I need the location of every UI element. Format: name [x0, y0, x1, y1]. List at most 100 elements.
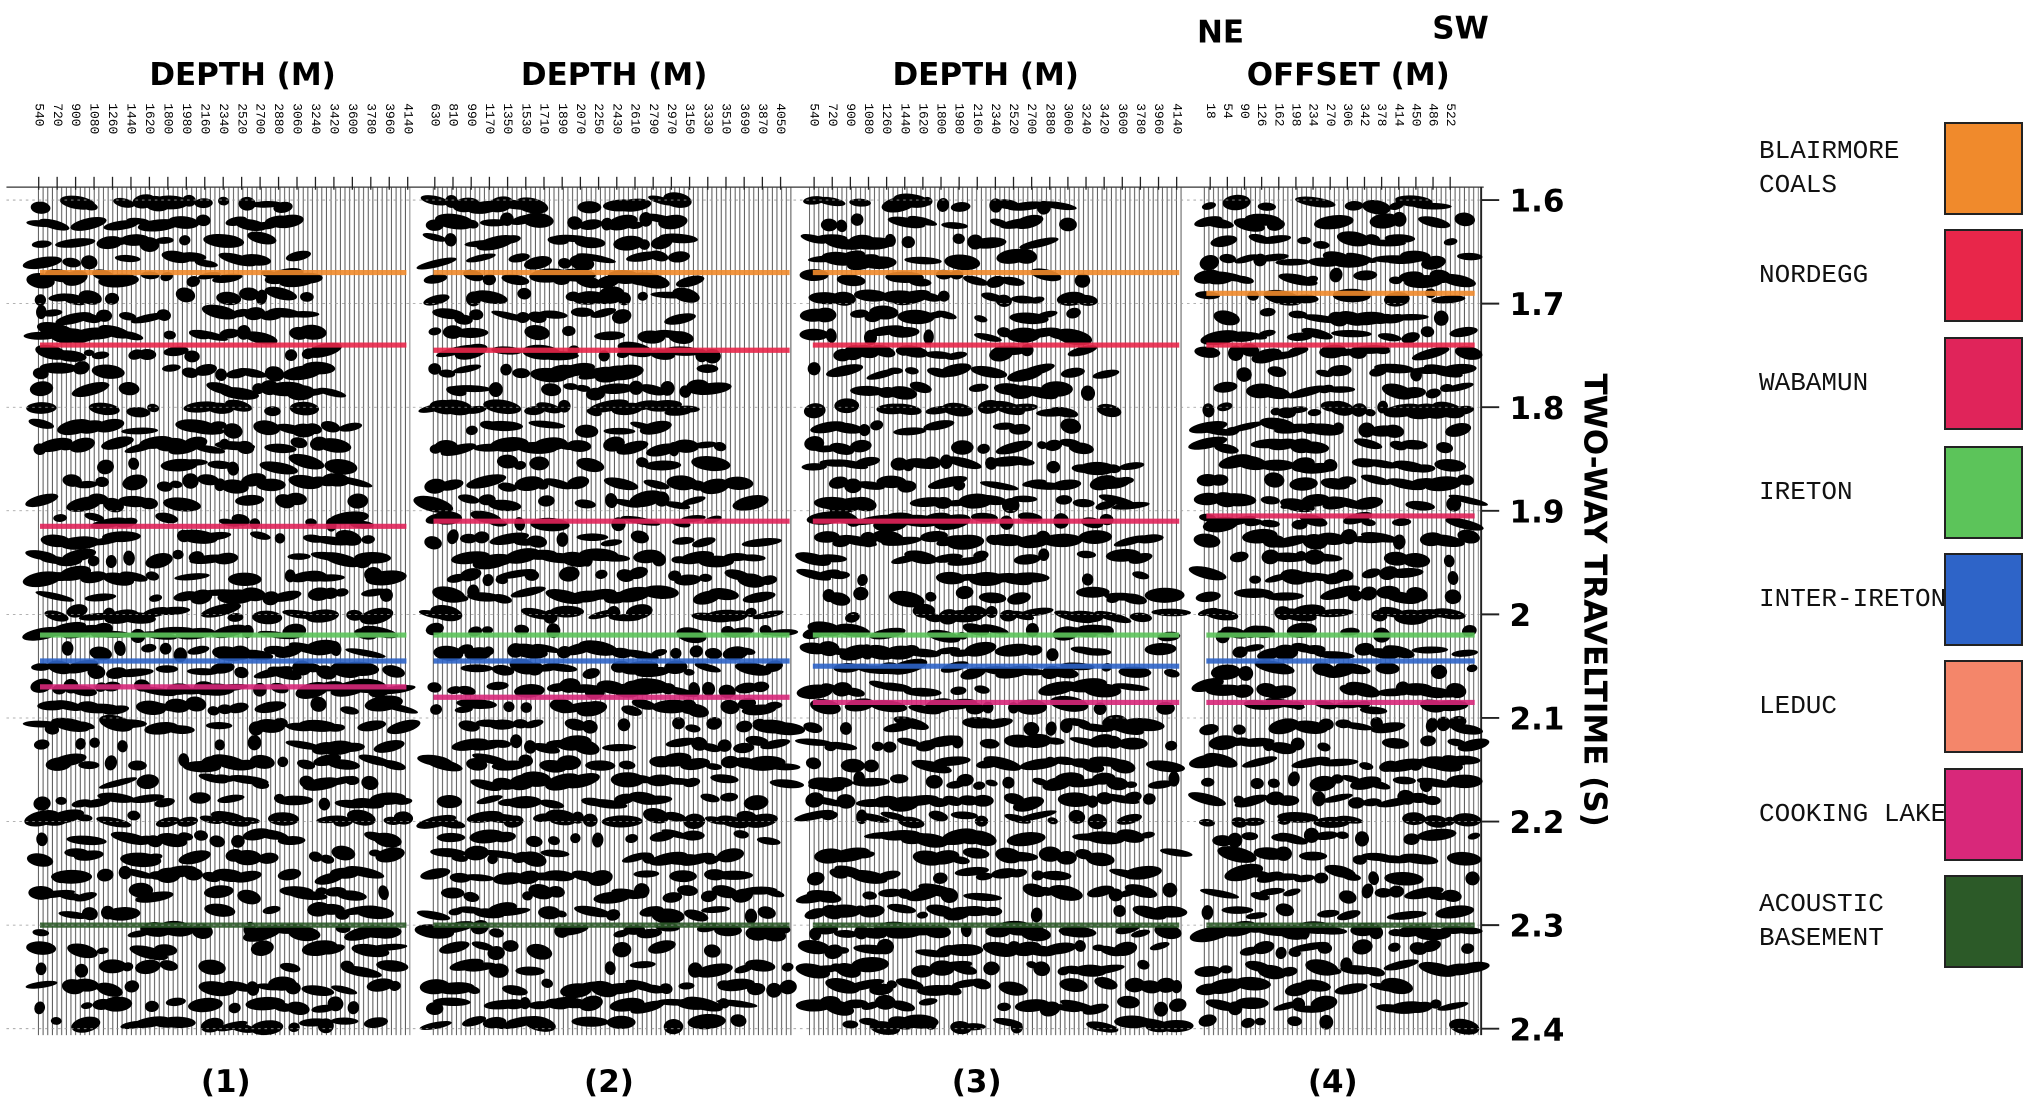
wiggle — [1304, 275, 1319, 284]
wiggle — [524, 256, 552, 270]
wiggle — [695, 963, 733, 978]
wiggle — [972, 794, 994, 807]
wiggle — [201, 304, 238, 320]
wiggle — [678, 982, 695, 990]
wiggle — [101, 531, 141, 543]
wiggle — [888, 590, 925, 608]
x-tick-label: 1440 — [897, 103, 912, 134]
wiggle — [799, 328, 829, 341]
wiggle — [247, 231, 277, 245]
wiggle — [498, 482, 517, 492]
wiggle — [354, 551, 392, 564]
wiggle — [1048, 885, 1083, 901]
wiggle — [1381, 737, 1410, 749]
wiggle — [288, 1022, 300, 1033]
wiggle — [88, 493, 109, 505]
x-tick-label: 810 — [446, 103, 461, 126]
wiggle — [1399, 853, 1439, 865]
wiggle — [1202, 403, 1215, 418]
wiggle — [637, 795, 673, 805]
wiggle — [98, 777, 138, 789]
wiggle — [207, 460, 233, 469]
wiggle — [1006, 832, 1046, 847]
wiggle — [1386, 910, 1427, 920]
wiggle — [465, 985, 481, 995]
wiggle — [616, 440, 649, 455]
wiggle — [81, 1002, 93, 1010]
y-tick-label: 2.3 — [1510, 909, 1565, 945]
wiggle — [1233, 976, 1271, 991]
wiggle — [1416, 777, 1454, 788]
wiggle — [781, 962, 794, 972]
wiggle — [578, 640, 618, 656]
wiggle — [186, 276, 201, 288]
wiggle — [277, 836, 306, 846]
wiggle — [174, 573, 210, 581]
wiggle — [1010, 572, 1050, 583]
wiggle — [119, 312, 137, 321]
wiggle — [925, 591, 937, 602]
wiggle — [1369, 925, 1384, 940]
wiggle — [196, 214, 211, 227]
wiggle — [700, 890, 717, 903]
wiggle — [807, 871, 825, 886]
wiggle — [1466, 664, 1478, 673]
wiggle — [1336, 231, 1371, 247]
wiggle — [543, 870, 576, 882]
wiggle — [297, 759, 316, 770]
wiggle — [271, 214, 304, 229]
wiggle — [1399, 387, 1426, 399]
wiggle — [413, 495, 454, 514]
wiggle — [903, 687, 942, 697]
wiggle — [664, 660, 688, 675]
wiggle — [145, 853, 163, 861]
wiggle — [1467, 832, 1481, 840]
wiggle — [983, 906, 1003, 917]
wiggle — [1431, 295, 1466, 304]
wiggle — [599, 982, 639, 995]
wiggle — [381, 702, 418, 714]
wiggle — [33, 796, 51, 811]
wiggle — [386, 719, 421, 735]
wiggle — [46, 809, 85, 825]
wiggle — [1265, 592, 1304, 601]
wiggle — [884, 233, 896, 247]
wiggle — [528, 420, 566, 429]
wiggle — [1067, 610, 1104, 623]
wiggle — [1364, 966, 1385, 977]
wiggle — [880, 811, 906, 821]
wiggle — [850, 213, 864, 226]
wiggle — [96, 982, 123, 997]
wiggle — [1029, 296, 1045, 304]
wiggle — [1346, 252, 1377, 264]
wiggle — [756, 837, 781, 846]
wiggle — [1423, 795, 1441, 806]
x-tick-label: 720 — [50, 103, 65, 126]
wiggle — [706, 717, 722, 730]
wiggle — [737, 573, 766, 588]
wiggle — [103, 220, 139, 231]
wiggle — [243, 331, 278, 345]
x-tick-label: 54 — [1220, 103, 1235, 119]
wiggle — [979, 738, 1000, 749]
wiggle — [98, 959, 127, 974]
wiggle — [470, 779, 502, 792]
wiggle — [651, 648, 668, 657]
wiggle — [1313, 831, 1339, 840]
wiggle — [1241, 1017, 1255, 1028]
wiggle — [1038, 681, 1077, 696]
wiggle — [1198, 1014, 1217, 1027]
wiggle — [1352, 496, 1384, 510]
wiggle — [1057, 792, 1093, 808]
wiggle — [227, 572, 262, 587]
wiggle — [341, 965, 382, 978]
wiggle — [685, 724, 701, 733]
wiggle — [451, 854, 468, 862]
wiggle — [1421, 255, 1446, 270]
wiggle — [763, 888, 785, 898]
wiggle — [1242, 644, 1265, 652]
y-tick-label: 2.2 — [1510, 805, 1565, 841]
x-tick-label: 3600 — [1115, 103, 1130, 134]
wiggle — [951, 440, 974, 455]
